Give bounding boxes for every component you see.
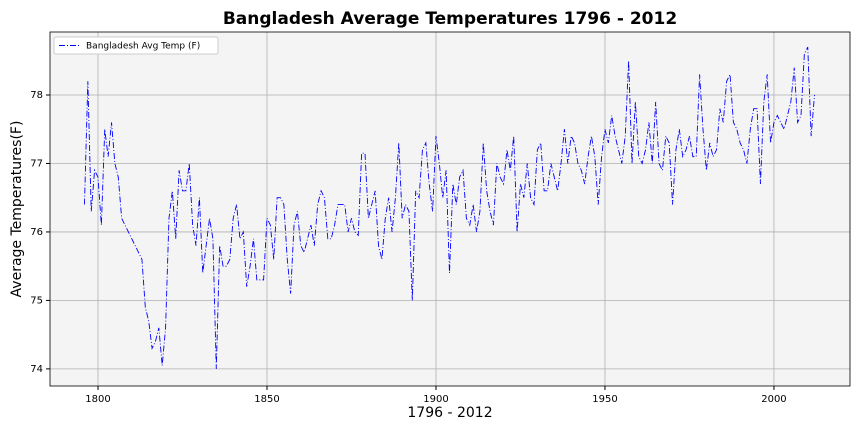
x-tick-label: 2000 (761, 394, 786, 405)
chart-title: Bangladesh Average Temperatures 1796 - 2… (223, 9, 677, 29)
x-tick-label: 1850 (254, 394, 279, 405)
x-tick-label: 1900 (423, 394, 448, 405)
plot-frame (49, 31, 851, 387)
line-series (84, 46, 815, 369)
plot-area (50, 32, 850, 386)
y-tick-label: 74 (30, 364, 43, 375)
y-tick-label: 77 (30, 158, 43, 169)
y-tick-label: 78 (30, 90, 43, 101)
x-tick-label: 1950 (592, 394, 617, 405)
legend-label: Bangladesh Avg Temp (F) (86, 42, 200, 52)
x-axis-label: 1796 - 2012 (407, 405, 492, 421)
legend-box (53, 36, 219, 55)
y-tick-label: 76 (30, 227, 43, 238)
y-tick-label: 75 (30, 295, 43, 306)
x-tick-label: 1800 (85, 394, 110, 405)
y-axis-label: Average Temperatures(F) (9, 121, 25, 298)
